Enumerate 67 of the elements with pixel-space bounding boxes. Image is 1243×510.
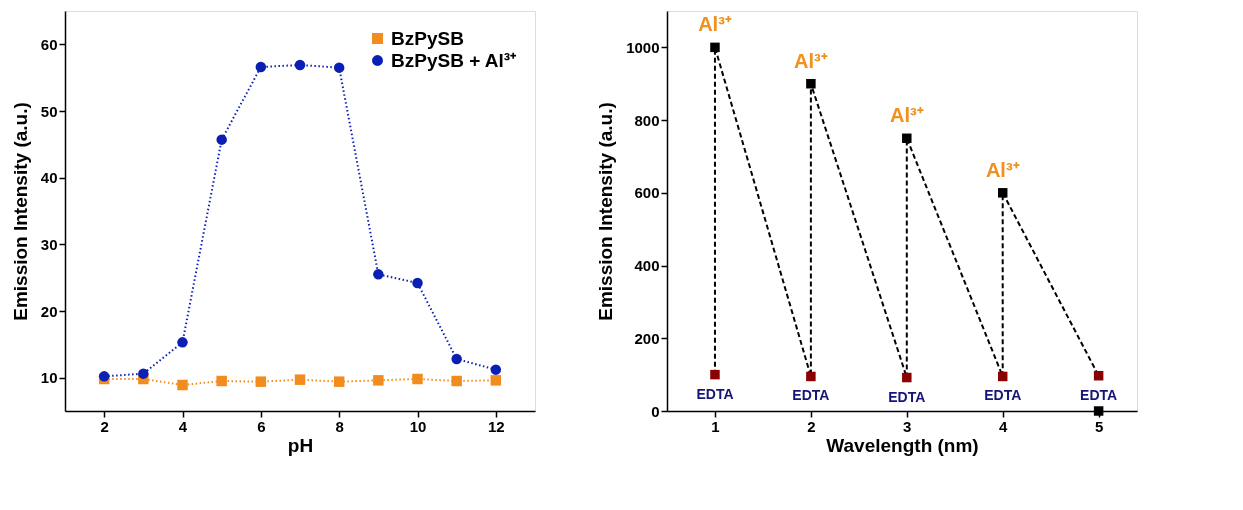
x-tick-label: 4 [178,417,188,435]
point [294,374,306,385]
x-tick-label: 4 [999,417,1009,435]
point [1093,370,1104,381]
point [216,134,227,145]
x-tick-label: 10 [409,417,427,435]
point [255,61,267,73]
x-tick-label: 2 [100,417,109,435]
point [997,371,1008,382]
legend-label: BzPySB + Al³⁺ [391,49,518,71]
y-tick-label: 0 [651,402,660,420]
annotation: EDTA [1080,386,1118,403]
point [451,353,462,365]
annotation: Al³⁺ [889,104,924,127]
point [451,375,462,387]
y-tick-label: 200 [634,329,660,347]
point [710,42,720,53]
annotation: EDTA [696,385,734,402]
point [412,373,423,385]
y-tick-label: 60 [40,35,58,53]
point [333,62,345,73]
x-axis-title: pH [287,434,314,456]
x-tick-label: 12 [487,417,505,435]
annotation: EDTA [888,388,926,405]
y-tick-label: 800 [634,111,660,129]
point [333,376,345,387]
legend-label: BzPySB [391,27,464,49]
point [177,379,188,391]
point [1093,406,1104,416]
point [490,364,502,375]
x-tick-label: 3 [903,417,912,435]
annotation: Al³⁺ [985,158,1020,181]
x-tick-label: 5 [1094,417,1104,435]
point [177,337,188,348]
point [902,372,912,383]
y-tick-label: 50 [40,102,58,120]
annotation: Al³⁺ [794,49,828,72]
point [806,78,816,89]
annotation: Al³⁺ [698,13,732,36]
y-tick-label: 600 [634,184,660,202]
y-tick-label: 20 [40,302,58,320]
point [294,59,306,71]
x-tick-label: 6 [257,417,266,435]
annotation: EDTA [792,387,830,404]
x-tick-label: 2 [807,417,816,435]
y-tick-label: 40 [40,169,58,187]
x-axis-title: Wavelength (nm) [826,434,979,456]
point [255,376,267,387]
y-tick-label: 30 [40,235,58,253]
annotation: EDTA [984,387,1022,404]
point [997,188,1008,198]
y-axis-title: Emission Intensity (a.u.) [595,102,617,321]
x-tick-label: 8 [335,417,344,435]
point [490,375,502,386]
point [138,368,149,379]
y-tick-label: 10 [40,369,58,387]
point [806,371,816,382]
y-tick-label: 400 [634,257,660,275]
point [710,369,720,380]
point [373,269,384,280]
point [373,375,384,386]
point [216,375,227,387]
point [902,133,912,144]
y-axis-title: Emission Intensity (a.u.) [9,102,31,321]
x-tick-label: 1 [711,417,720,435]
point [412,277,423,289]
y-tick-label: 1000 [626,38,660,56]
